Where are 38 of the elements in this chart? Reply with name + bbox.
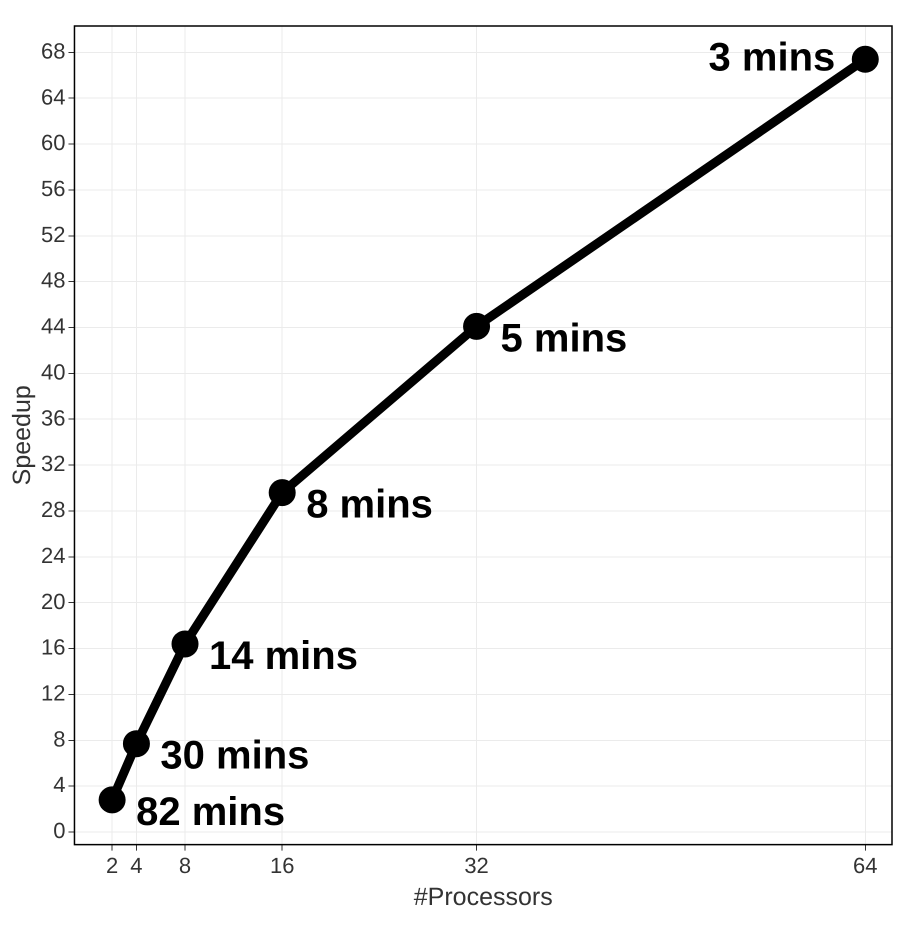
y-tick-label: 60: [40, 130, 66, 156]
x-tick-label: 32: [464, 852, 489, 878]
y-tick-label: 16: [40, 634, 66, 660]
y-axis-title: Speedup: [8, 385, 36, 486]
annotation: 8 mins: [306, 482, 433, 527]
x-tick-label: 64: [853, 852, 878, 878]
x-tick-label: 16: [270, 852, 294, 878]
x-tick-label: 8: [178, 852, 192, 878]
y-tick-label: 52: [40, 222, 66, 247]
y-tick-label: 68: [40, 38, 66, 64]
y-tick-label: 64: [40, 84, 66, 110]
y-tick-label: 8: [53, 726, 66, 752]
y-tick-label: 20: [40, 588, 66, 614]
annotation: 14 mins: [209, 634, 358, 678]
y-tick-label: 12: [40, 680, 66, 706]
point: [98, 786, 126, 814]
y-tick-label: 40: [40, 359, 66, 384]
point: [122, 730, 150, 758]
point: [172, 630, 199, 658]
y-tick-label: 0: [53, 818, 66, 844]
point: [852, 46, 879, 73]
point: [463, 312, 490, 340]
annotation: 3 mins: [708, 35, 836, 80]
y-tick-label: 48: [40, 268, 66, 293]
x-tick-label: 4: [130, 852, 143, 878]
x-axis-title: #Processors: [414, 882, 553, 911]
annotation: 82 mins: [136, 790, 286, 834]
annotation: 30 mins: [160, 734, 310, 778]
y-tick-label: 36: [40, 405, 66, 430]
y-tick-label: 4: [53, 772, 66, 798]
y-tick-label: 32: [40, 451, 66, 476]
annotation: 5 mins: [500, 316, 628, 360]
y-tick-label: 24: [40, 542, 66, 568]
y-tick-label: 28: [40, 497, 66, 522]
y-tick-label: 44: [40, 314, 66, 339]
x-tick-label: 2: [106, 852, 118, 878]
y-tick-label: 56: [40, 176, 66, 202]
point: [268, 479, 296, 506]
